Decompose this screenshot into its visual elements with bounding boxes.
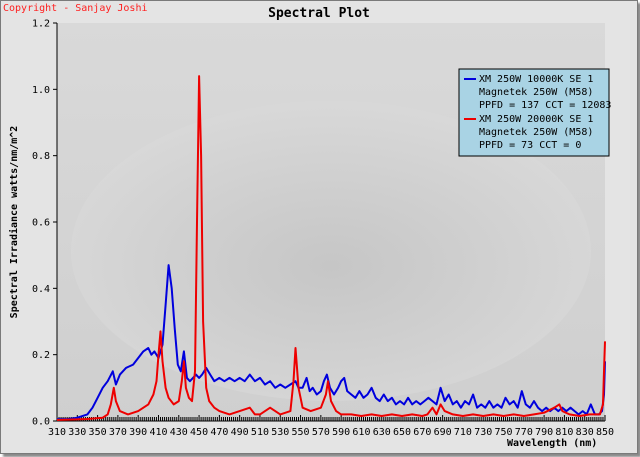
x-tick-label: 330 [68,427,86,438]
copyright-text: Copyright - Sanjay Joshi [3,3,148,14]
x-tick-label: 630 [373,427,391,438]
y-tick-label: 1.2 [32,19,50,30]
x-tick-label: 770 [515,427,533,438]
x-tick-label: 790 [535,427,553,438]
x-tick-label: 390 [129,427,147,438]
x-tick-label: 730 [474,427,492,438]
x-tick-label: 310 [48,427,66,438]
legend-entry-1-line-3: PPFD = 137 CCT = 12083 [479,100,611,111]
x-tick-label: 570 [312,427,330,438]
chart-title: Spectral Plot [268,6,370,21]
x-tick-label: 350 [89,427,107,438]
x-tick-label: 810 [555,427,573,438]
x-tick-label: 750 [494,427,512,438]
x-axis: 310 330 350 370 390 410 430 450 470 490 510 530 550 5… [48,415,614,438]
x-axis-label: Wavelength (nm) [507,438,597,449]
x-tick-label: 430 [170,427,188,438]
x-tick-label: 710 [454,427,472,438]
y-axis-label: Spectral Irradiance watts/nm/m^2 [8,126,20,319]
y-tick-label: 1.0 [32,85,50,96]
series-layer [56,75,606,421]
legend-box [458,68,610,157]
x-tick-label: 610 [352,427,370,438]
series-line-2 [56,75,606,421]
legend-entry-1-line-1: XM 250W 10000K SE 1 [479,74,593,85]
x-tick-label: 470 [210,427,228,438]
series-line-1 [57,264,606,421]
x-tick-label: 690 [434,427,452,438]
x-tick-label: 670 [413,427,431,438]
x-tick-label: 550 [292,427,310,438]
y-tick-label: 0.8 [32,151,50,162]
legend-entry-2-line-1: XM 250W 20000K SE 1 [479,114,593,125]
legend-entry-2-line-2: Magnetek 250W (M58) [479,127,593,138]
y-tick-label: 0.2 [32,350,50,361]
x-tick-label: 530 [271,427,289,438]
x-tick-label: 370 [109,427,127,438]
x-tick-label: 590 [332,427,350,438]
y-tick-label: 0.4 [32,284,50,295]
x-tick-label: 830 [576,427,594,438]
y-tick-label: 0.0 [32,417,50,428]
legend: XM 250W 10000K SE 1 Magnetek 250W (M58) PP… [458,68,611,157]
x-tick-label: 410 [149,427,167,438]
y-axis: 0.0 0.2 0.4 0.6 0.8 1.0 1.2 [32,19,58,428]
x-tick-label: 510 [251,427,269,438]
legend-entry-1-line-2: Magnetek 250W (M58) [479,87,593,98]
legend-entry-2-line-3: PPFD = 73 CCT = 0 [479,140,581,151]
x-tick-label: 850 [596,427,614,438]
y-tick-label: 0.6 [32,218,50,229]
x-tick-label: 490 [231,427,249,438]
x-tick-label: 650 [393,427,411,438]
x-tick-label: 450 [190,427,208,438]
